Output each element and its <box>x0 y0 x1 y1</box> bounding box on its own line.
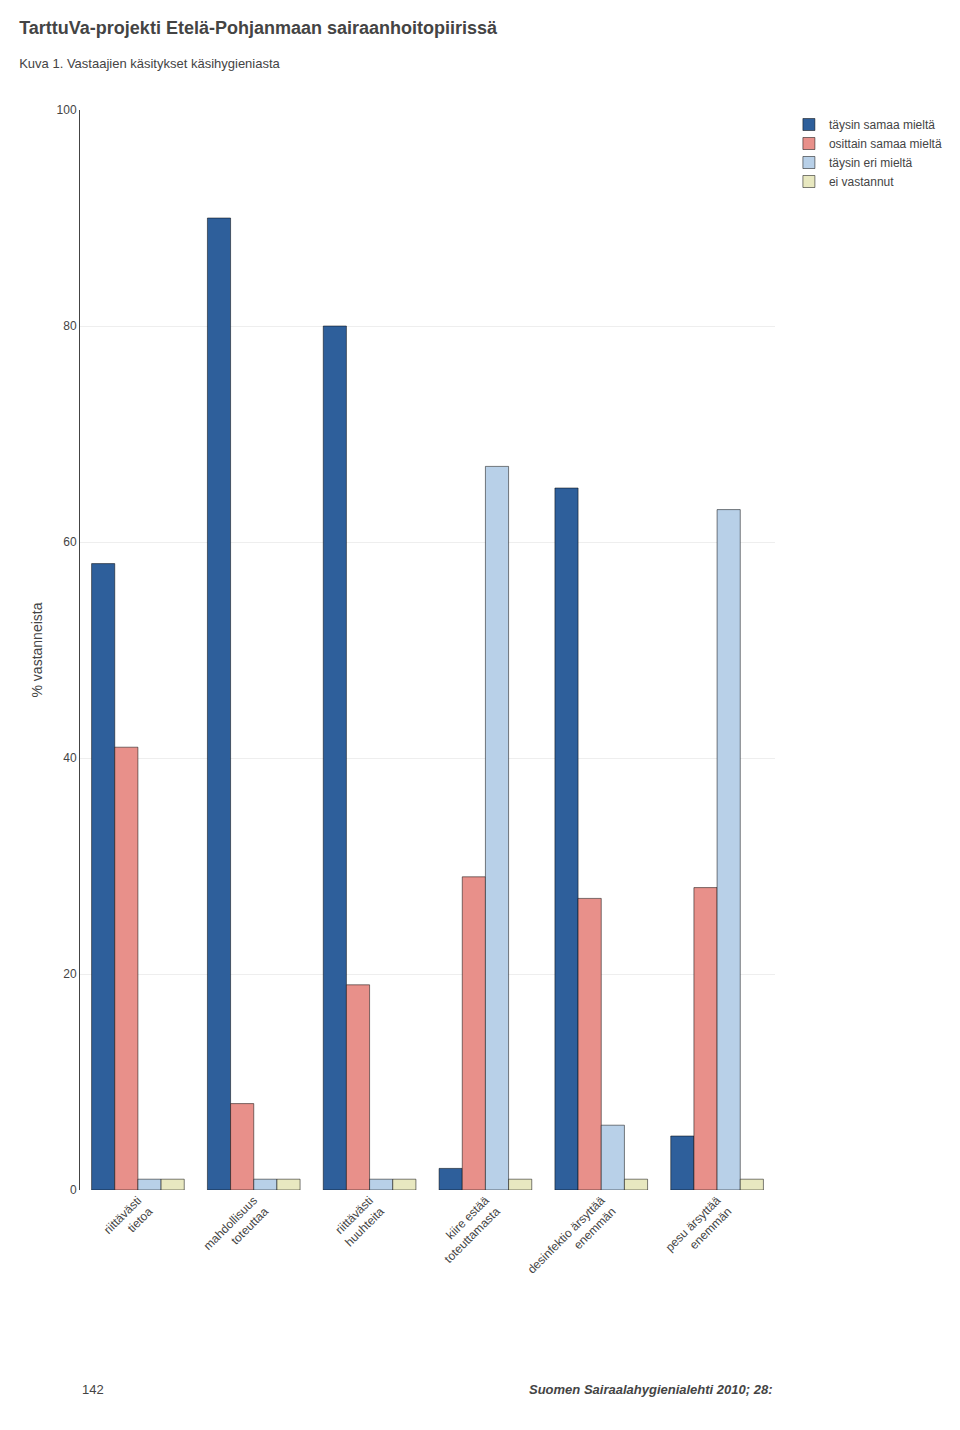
svg-text:mahdollisuustoteuttaa: mahdollisuustoteuttaa <box>201 1193 272 1264</box>
svg-text:täysin samaa mieltä: täysin samaa mieltä <box>829 118 935 132</box>
svg-text:60: 60 <box>63 535 77 549</box>
svg-text:80: 80 <box>63 319 77 333</box>
svg-text:kiire estäätoteuttamasta: kiire estäätoteuttamasta <box>430 1193 503 1266</box>
svg-text:riittävästitietoa: riittävästitietoa <box>101 1193 156 1248</box>
svg-text:142: 142 <box>82 1382 104 1397</box>
svg-text:TarttuVa-projekti Etelä-Pohjan: TarttuVa-projekti Etelä-Pohjanmaan saira… <box>19 18 498 38</box>
svg-text:riittävästihuuhteita: riittävästihuuhteita <box>331 1193 387 1249</box>
svg-text:Suomen Sairaalahygienialehti 2: Suomen Sairaalahygienialehti 2010; 28: <box>529 1382 773 1397</box>
svg-text:täysin eri mieltä: täysin eri mieltä <box>829 156 913 170</box>
svg-text:40: 40 <box>63 751 77 765</box>
svg-text:osittain samaa mieltä: osittain samaa mieltä <box>829 137 942 151</box>
svg-text:100: 100 <box>57 103 77 117</box>
svg-text:Kuva 1. Vastaajien käsitykset: Kuva 1. Vastaajien käsitykset käsihygien… <box>19 56 280 71</box>
svg-text:ei vastannut: ei vastannut <box>829 175 894 189</box>
svg-text:desinfektio ärsyttääenemmän: desinfektio ärsyttääenemmän <box>525 1193 619 1287</box>
svg-text:% vastanneista: % vastanneista <box>29 602 45 697</box>
svg-text:pesu ärsyttääenemmän: pesu ärsyttääenemmän <box>663 1193 735 1265</box>
svg-text:0: 0 <box>70 1183 77 1197</box>
svg-text:20: 20 <box>63 967 77 981</box>
